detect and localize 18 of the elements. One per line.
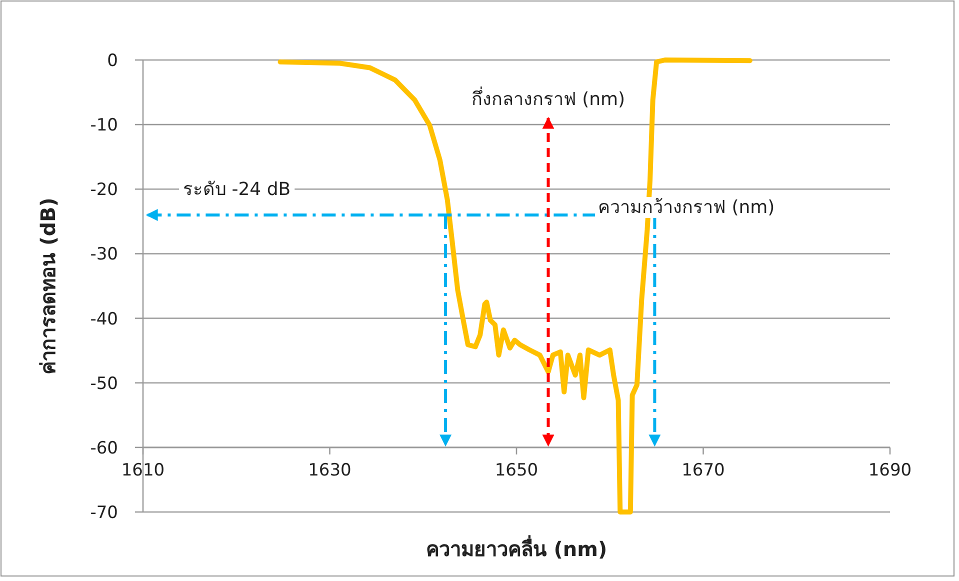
x-tick-label: 1690 [868,460,912,480]
y-tick-label: -60 [90,438,118,458]
y-tick-label: -40 [90,309,118,330]
y-axis-title: ค่าการลดทอน (dB) [36,198,60,374]
x-axis-title: ความยาวคลื่น (nm) [426,534,608,561]
y-tick-label: -10 [90,116,118,136]
y-tick-label: 0 [107,51,118,71]
y-tick-label: -20 [90,180,118,200]
annotation: ความกว้างกราฟ (nm) [598,197,775,218]
x-tick-label: 1610 [121,460,165,480]
y-tick-label: -50 [90,374,118,394]
x-tick-label: 1670 [682,460,725,480]
x-tick-label: 1650 [494,460,538,480]
ref-line-label: ระดับ -24 dB [183,178,291,200]
y-tick-label: -70 [90,503,118,523]
y-tick-label: -30 [90,244,118,265]
ref-line-label: กึ่งกลางกราฟ (nm) [471,86,626,110]
x-tick-label: 1630 [308,460,352,480]
